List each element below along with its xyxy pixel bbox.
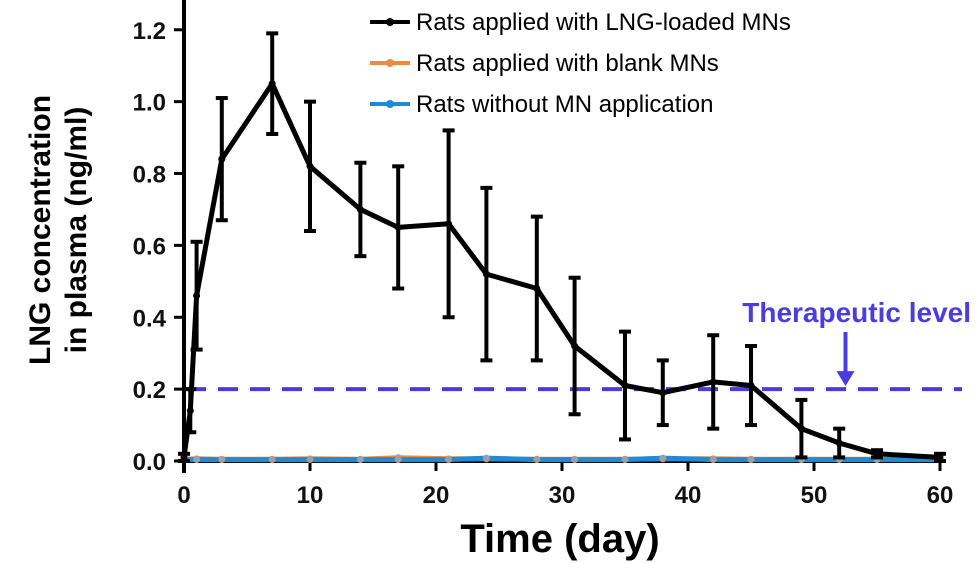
series-layer [178, 31, 946, 464]
tick-labels: 0.0 0.2 0.4 0.6 0.8 1.0 1.2 0 10 20 30 40 50 60 [133, 18, 954, 509]
data-point [394, 223, 402, 231]
y-axis-title-line-1: LNG concentration [24, 95, 57, 365]
therapeutic-level-arrow-head [836, 371, 855, 387]
therapeutic-level-label: Therapeutic level [742, 297, 971, 328]
data-point [218, 155, 226, 163]
data-point [936, 453, 944, 461]
legend: Rats applied with LNG-loaded MNs Rats ap… [370, 9, 791, 118]
y-tick-label: 0.2 [133, 377, 166, 404]
data-point [306, 162, 314, 170]
legend-item-blank-mns: Rats applied with blank MNs [370, 50, 719, 77]
data-point [621, 456, 629, 464]
x-tick-label: 50 [801, 482, 828, 509]
data-point [621, 382, 629, 390]
data-point [193, 292, 201, 300]
y-tick-label: 1.0 [133, 90, 166, 117]
x-tick-label: 20 [423, 482, 450, 509]
y-tick-label: 0.6 [133, 233, 166, 260]
legend-marker-blank-mns [386, 59, 394, 67]
x-tick-label: 30 [549, 482, 576, 509]
legend-marker-no-mn [386, 100, 394, 108]
legend-marker-lng-loaded [386, 18, 394, 26]
data-point [268, 456, 276, 464]
data-point [709, 456, 717, 464]
data-point [306, 456, 314, 464]
data-point [747, 456, 755, 464]
y-tick-label: 0.0 [133, 449, 166, 476]
x-axis-title: Time (day) [460, 517, 659, 561]
data-point [747, 382, 755, 390]
y-tick-label: 0.8 [133, 162, 166, 189]
data-point [356, 456, 364, 464]
data-point [571, 456, 579, 464]
legend-item-lng-loaded: Rats applied with LNG-loaded MNs [370, 9, 791, 36]
series-2 [180, 454, 944, 464]
y-axis-title-line-2: in plasma (ng/ml) [60, 107, 93, 354]
data-point [482, 270, 490, 278]
data-point [394, 456, 402, 464]
data-point [445, 220, 453, 228]
data-point [180, 453, 188, 461]
data-point [193, 456, 201, 464]
legend-label-blank-mns: Rats applied with blank MNs [416, 50, 719, 77]
series-line [184, 455, 940, 463]
y-axis-title: LNG concentration in plasma (ng/ml) [24, 95, 93, 365]
data-point [659, 454, 667, 462]
data-point [186, 407, 194, 415]
data-point [482, 454, 490, 462]
data-point [268, 80, 276, 88]
data-point [659, 389, 667, 397]
x-tick-label: 60 [927, 482, 954, 509]
data-point [797, 425, 805, 433]
data-point [356, 205, 364, 213]
data-point [709, 378, 717, 386]
data-point [533, 456, 541, 464]
x-tick-label: 10 [297, 482, 324, 509]
data-point [533, 285, 541, 293]
series-0 [178, 31, 946, 463]
legend-label-no-mn: Rats without MN application [416, 91, 713, 118]
legend-item-no-mn: Rats without MN application [370, 91, 713, 118]
x-tick-label: 40 [675, 482, 702, 509]
x-tick-label: 0 [177, 482, 190, 509]
data-point [571, 342, 579, 350]
data-point [873, 450, 881, 458]
legend-label-lng-loaded: Rats applied with LNG-loaded MNs [416, 9, 791, 36]
data-point [218, 456, 226, 464]
y-tick-label: 0.4 [133, 305, 167, 332]
data-point [445, 456, 453, 464]
data-point [835, 439, 843, 447]
series-line [181, 81, 941, 460]
y-tick-label: 1.2 [133, 18, 166, 45]
